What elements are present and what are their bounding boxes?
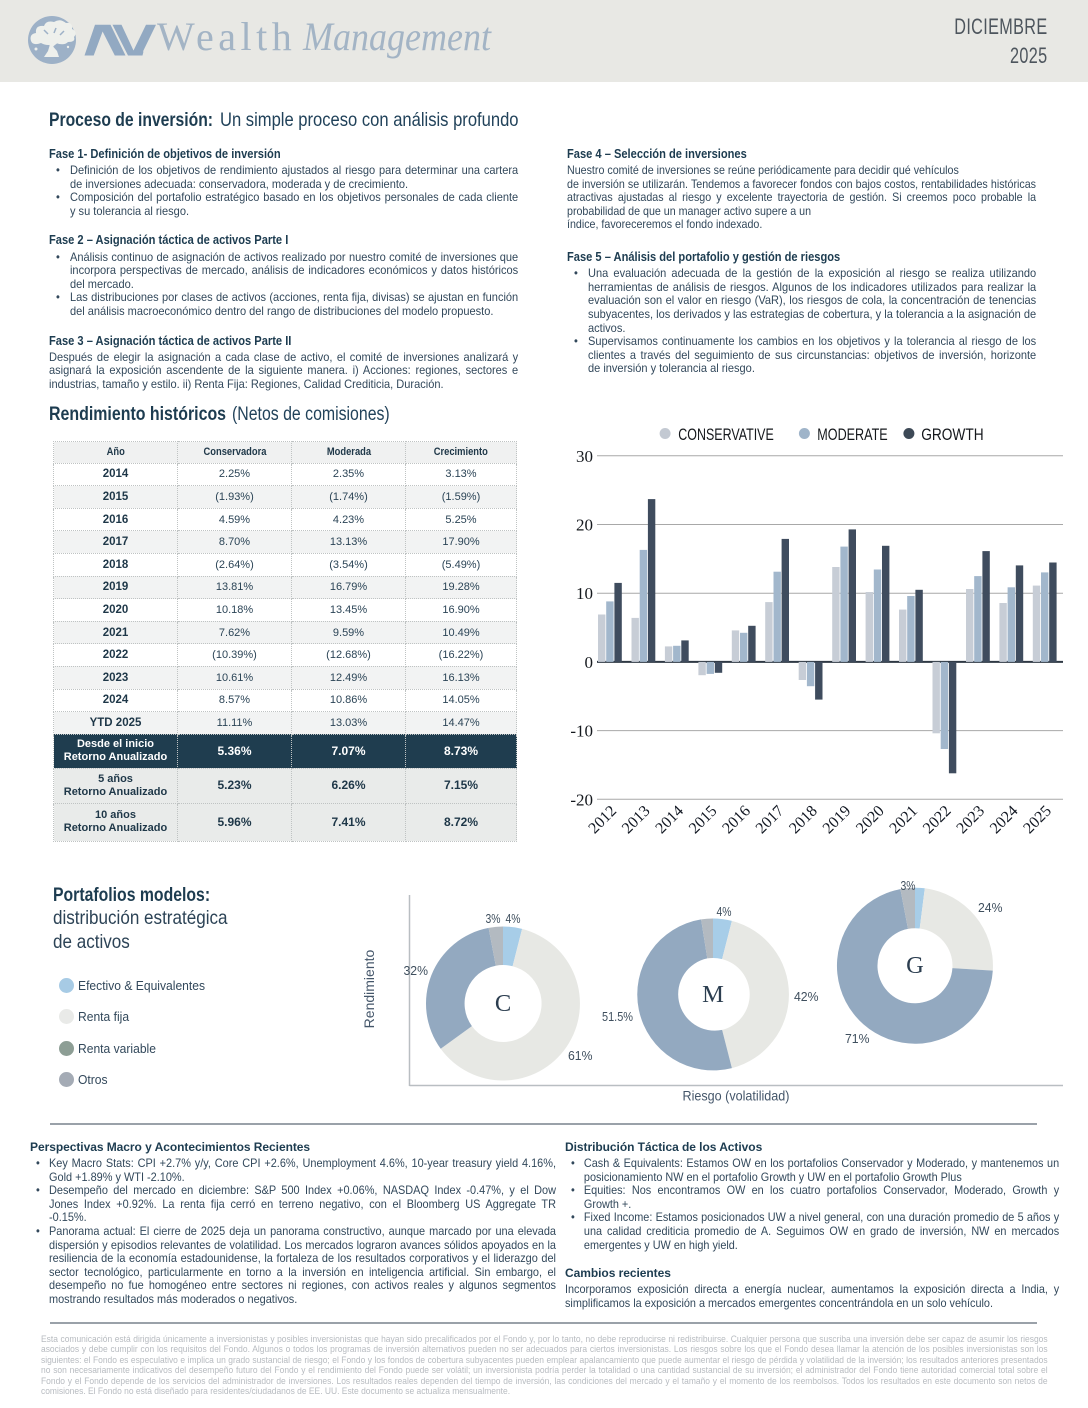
svg-text:2019: 2019	[820, 802, 855, 837]
svg-text:24%: 24%	[978, 900, 1003, 915]
svg-text:4%: 4%	[506, 911, 521, 926]
svg-text:71%: 71%	[845, 1031, 870, 1046]
svg-text:2022: 2022	[920, 802, 955, 837]
svg-text:G: G	[906, 952, 924, 979]
svg-text:Riesgo (volatilidad): Riesgo (volatilidad)	[683, 1088, 790, 1104]
svg-text:51.5%: 51.5%	[602, 1009, 633, 1024]
svg-text:4%: 4%	[717, 904, 732, 919]
svg-text:20: 20	[576, 516, 593, 535]
svg-text:30: 30	[576, 447, 593, 466]
svg-text:42%: 42%	[794, 989, 819, 1004]
svg-text:2025: 2025	[1020, 802, 1055, 837]
svg-text:2020: 2020	[853, 802, 888, 837]
svg-text:Rendimiento: Rendimiento	[361, 949, 377, 1028]
svg-text:2013: 2013	[619, 802, 654, 837]
svg-text:GROWTH: GROWTH	[921, 425, 983, 444]
svg-text:61%: 61%	[568, 1048, 593, 1063]
svg-text:0: 0	[585, 653, 594, 672]
svg-text:C: C	[495, 990, 511, 1017]
svg-text:2014: 2014	[652, 802, 687, 837]
svg-text:2017: 2017	[753, 802, 788, 837]
svg-text:3%: 3%	[486, 911, 501, 926]
svg-text:2018: 2018	[786, 802, 821, 837]
svg-text:2021: 2021	[886, 802, 921, 837]
svg-text:CONSERVATIVE: CONSERVATIVE	[678, 425, 774, 444]
svg-text:2024: 2024	[987, 802, 1022, 837]
svg-text:3%: 3%	[901, 878, 916, 893]
svg-text:-20: -20	[570, 790, 593, 809]
svg-text:2015: 2015	[686, 802, 721, 837]
svg-text:M: M	[702, 981, 724, 1008]
svg-text:-10: -10	[570, 722, 593, 741]
svg-text:10: 10	[576, 584, 593, 603]
svg-text:32%: 32%	[404, 963, 429, 978]
svg-text:2023: 2023	[953, 802, 988, 837]
svg-text:2016: 2016	[719, 802, 754, 837]
svg-text:MODERATE: MODERATE	[817, 425, 887, 444]
